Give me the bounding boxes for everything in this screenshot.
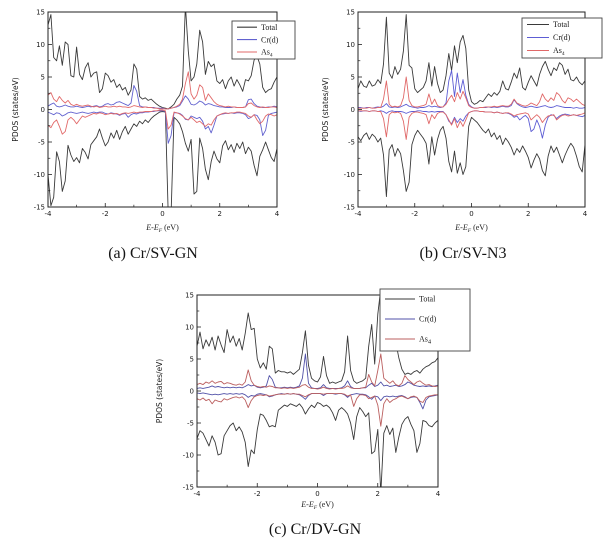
y-tick-label: 0 [190,387,194,395]
caption-a: (a) Cr/SV-GN [108,245,198,262]
series-crd-down-curve [197,392,438,410]
x-tick-label: -4 [45,210,53,218]
caption-b: (b) Cr/SV-N3 [419,245,507,262]
series-total-up-curve [197,295,438,384]
y-tick-label: 15 [346,8,355,16]
legend-label-crd: Cr(d) [261,35,279,44]
x-axis-label: E-EF (eV) [300,500,334,511]
y-tick-label: -10 [34,171,45,179]
series-total-up-curve [358,14,585,105]
pdos-chart-a: -4 -2 0 2 4 -15 -10 -5 0 5 10 15 PDOS (states/eV) E-E… [11,8,296,234]
legend-b: Total Cr(d) As4 [521,17,603,59]
pdos-panel-c: -4 -2 0 2 4 -15 -10 -5 0 5 10 15 PDOS (states/eV) E-E… [140,283,472,517]
x-axis-label: E-EF (eV) [145,223,179,234]
x-tick-label: 2 [218,210,222,218]
series-as-up-curve [358,76,585,109]
y-tick-label: -15 [344,203,355,211]
series-crd-up-curve [197,353,438,389]
x-tick-label: 4 [583,210,588,218]
caption-c: (c) Cr/DV-GN [268,521,362,538]
pdos-panel-b: -4 -2 0 2 4 -15 -10 -5 0 5 10 15 PDOS (states/eV) E-E… [310,0,612,242]
series-total-down-curve [48,111,277,207]
y-tick-label: -10 [183,451,194,459]
x-axis-label: E-EF (eV) [454,223,488,234]
y-tick-label: 5 [41,73,45,81]
legend-label-as: As4 [553,46,565,57]
y-tick-label: 15 [185,291,194,299]
series-group-a [48,12,277,207]
y-tick-label: 5 [351,73,355,81]
x-tick-label: 0 [160,210,164,218]
x-tick-label: 2 [376,490,380,498]
y-tick-label: 10 [346,41,355,49]
series-total-down-curve [197,402,438,487]
series-as-down-curve [197,393,438,427]
y-axis-label: PDOS (states/eV) [321,77,330,141]
series-as-down-curve [358,110,585,140]
x-tick-label: -4 [194,490,202,498]
y-tick-label: -15 [34,203,45,211]
x-tick-label: 2 [526,210,530,218]
series-total-up-curve [48,12,277,110]
x-tick-label: -2 [254,490,261,498]
y-tick-label: 10 [36,41,45,49]
x-tick-label: 0 [315,490,319,498]
y-tick-label: -5 [348,138,355,146]
series-as-down-curve [48,109,277,135]
legend-label-crd: Cr(d) [419,315,437,324]
legend-c: Total Cr(d) As4 [379,288,471,352]
y-axis-label: PDOS (states/eV) [155,359,164,423]
legend-label-total: Total [553,20,570,29]
y-tick-label: -15 [183,483,194,491]
series-crd-up-curve [358,70,585,109]
series-as-up-curve [48,71,277,110]
pdos-panel-a: -4 -2 0 2 4 -15 -10 -5 0 5 10 15 PDOS (states/eV) E-E… [0,0,306,242]
y-tick-label: -10 [344,171,355,179]
legend-label-total: Total [261,23,278,32]
y-tick-label: -5 [38,138,45,146]
x-tick-label: -2 [411,210,418,218]
x-tick-label: 0 [469,210,473,218]
pdos-chart-b: -4 -2 0 2 4 -15 -10 -5 0 5 10 15 PDOS (states/eV) E-E… [321,8,603,234]
series-group-c [197,295,438,487]
series-crd-down-curve [358,110,585,139]
y-tick-label: 5 [190,355,194,363]
series-crd-up-curve [48,85,277,110]
y-tick-label: -5 [187,419,194,427]
y-tick-label: 10 [185,323,194,331]
pdos-chart-c: -4 -2 0 2 4 -15 -10 -5 0 5 10 15 PDOS (states/eV) E-E… [155,288,471,511]
y-tick-label: 0 [41,106,45,114]
series-as-up-curve [197,353,438,390]
legend-a: Total Cr(d) As4 [231,20,296,60]
y-tick-label: 15 [36,8,45,16]
legend-label-as: As4 [261,48,273,59]
series-group-b [358,14,585,198]
x-tick-label: 4 [275,210,280,218]
series-crd-down-curve [48,110,277,144]
legend-label-total: Total [419,295,436,304]
x-tick-label: -4 [355,210,363,218]
series-total-down-curve [358,116,585,198]
x-tick-label: 4 [436,490,441,498]
x-tick-label: -2 [102,210,109,218]
legend-label-as: As4 [419,335,432,346]
legend-label-crd: Cr(d) [553,33,571,42]
y-tick-label: 0 [351,106,355,114]
y-axis-label: PDOS (states/eV) [11,77,20,141]
